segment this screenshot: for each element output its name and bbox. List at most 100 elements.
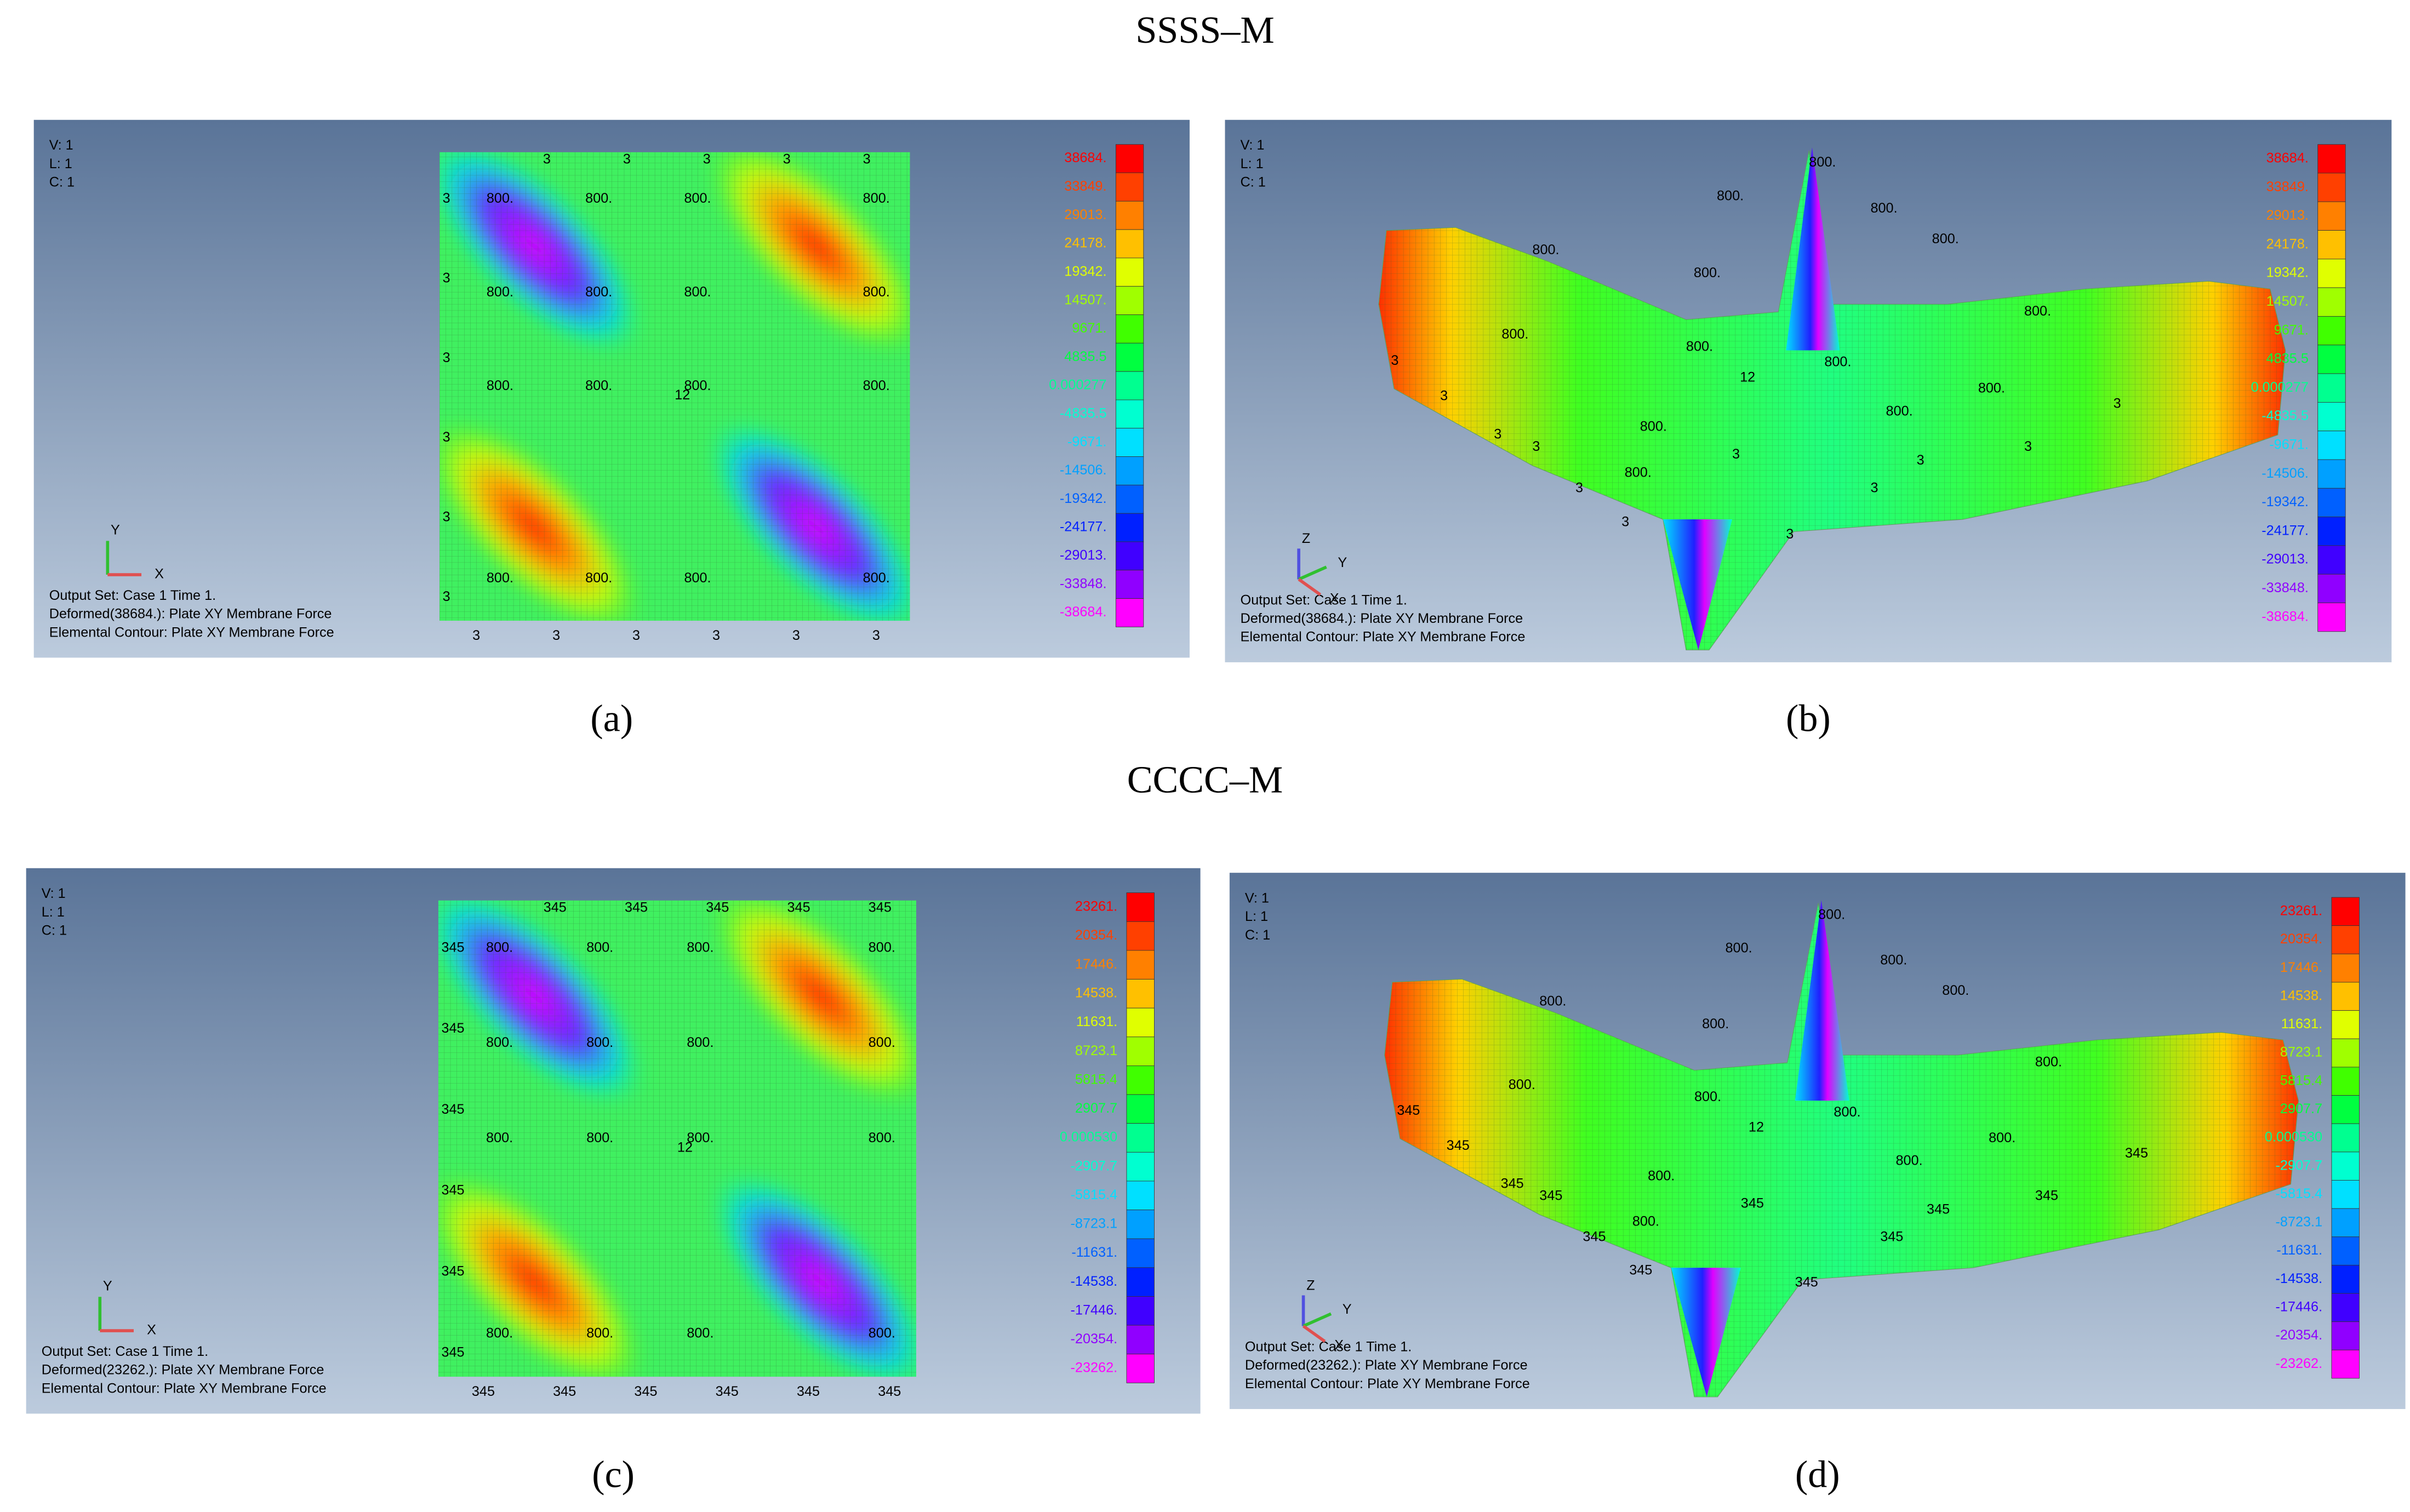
legend-value: -8723.1 — [1071, 1216, 1118, 1232]
legend-value: 9671. — [1072, 320, 1106, 336]
node-label: 800. — [1932, 231, 1959, 247]
axis-arrow — [1302, 1325, 1326, 1343]
legend-swatch — [1126, 1267, 1155, 1297]
legend-swatch — [1115, 229, 1144, 259]
edge-label: 345 — [1741, 1195, 1764, 1211]
node-label: 800. — [1686, 339, 1713, 354]
edge-label: 345 — [441, 940, 464, 955]
node-label: 800. — [1501, 327, 1528, 342]
deformed-mesh — [1378, 150, 2286, 650]
legend-value: 0.000530 — [1060, 1130, 1117, 1145]
legend-value: -29013. — [2261, 552, 2309, 567]
view-info: C: 1 — [49, 174, 75, 190]
edge-label: 345 — [544, 900, 567, 915]
edge-label: 3 — [632, 628, 640, 643]
legend-swatch — [1115, 201, 1144, 230]
legend-value: -5815.4 — [1071, 1187, 1118, 1202]
legend-value: 19342. — [2266, 265, 2309, 280]
node-label: 800. — [586, 940, 613, 955]
legend-swatch — [2331, 1208, 2360, 1238]
legend-swatch — [2331, 1180, 2360, 1209]
node-label: 800. — [1702, 1016, 1729, 1032]
mesh — [439, 152, 910, 621]
axis-arrow — [1298, 578, 1321, 596]
legend-value: 8723.1 — [2280, 1045, 2322, 1060]
legend-swatch — [1115, 428, 1144, 457]
node-label: 800. — [869, 1326, 895, 1341]
node-label: 12 — [677, 1139, 693, 1155]
section-title: CCCC–M — [1127, 759, 1283, 801]
legend-value: -11631. — [1071, 1245, 1117, 1260]
panel-label: (c) — [592, 1453, 635, 1496]
edge-label: 345 — [1583, 1229, 1606, 1244]
node-label: 800. — [586, 1326, 613, 1341]
node-label: 800. — [1886, 403, 1913, 419]
legend-swatch — [1126, 1152, 1155, 1182]
legend-swatch — [1126, 1210, 1155, 1239]
legend-swatch — [1126, 1238, 1155, 1268]
legend-value: -20354. — [2276, 1327, 2323, 1343]
legend-value: -14538. — [2276, 1271, 2323, 1286]
legend-value: 38684. — [1064, 150, 1106, 165]
node-label: 800. — [585, 570, 612, 586]
node-label: 800. — [1625, 465, 1652, 480]
output-info: Output Set: Case 1 Time 1. — [42, 1344, 208, 1359]
edge-label: 3 — [443, 509, 450, 525]
legend-value: 20354. — [2280, 931, 2322, 947]
legend-value: 2907.7 — [2280, 1101, 2322, 1116]
node-label: 800. — [869, 1130, 895, 1146]
edge-label: 3 — [2114, 396, 2121, 411]
axis-label: X — [1334, 1338, 1344, 1353]
legend-swatch — [2317, 431, 2346, 460]
node-label: 800. — [487, 191, 513, 206]
legend-value: -20354. — [1071, 1331, 1118, 1347]
node-label: 800. — [487, 284, 513, 300]
edge-label: 3 — [1786, 526, 1794, 542]
legend-swatch — [2331, 1095, 2360, 1124]
legend-swatch — [2317, 402, 2346, 432]
legend-swatch — [1126, 1066, 1155, 1095]
legend-swatch — [2331, 982, 2360, 1011]
edge-label: 345 — [1629, 1262, 1652, 1278]
legend-value: 11631. — [1076, 1014, 1117, 1029]
node-label: 800. — [1726, 940, 1752, 955]
node-label: 800. — [1648, 1168, 1675, 1183]
deformed-mesh — [1384, 903, 2299, 1397]
node-label: 800. — [684, 191, 711, 206]
output-info: Elemental Contour: Plate XY Membrane For… — [1241, 629, 1526, 645]
edge-label: 345 — [441, 1264, 464, 1279]
legend-value: 38684. — [2266, 150, 2309, 165]
legend-swatch — [1126, 1296, 1155, 1326]
node-label: 800. — [1632, 1214, 1659, 1229]
legend-swatch — [2317, 173, 2346, 202]
edge-label: 3 — [543, 151, 551, 167]
edge-label: 345 — [1501, 1176, 1524, 1191]
legend-value: -17446. — [2276, 1299, 2323, 1315]
node-label: 800. — [1640, 419, 1667, 434]
edge-label: 345 — [634, 1384, 657, 1399]
edge-label: 3 — [1917, 453, 1924, 468]
legend-value: -9671. — [2269, 437, 2309, 453]
edge-label: 345 — [878, 1384, 901, 1399]
legend-value: 5815.4 — [1075, 1072, 1117, 1087]
node-label: 800. — [1539, 994, 1566, 1009]
edge-label: 345 — [706, 900, 729, 915]
legend-value: -19342. — [2261, 494, 2309, 509]
view-info: L: 1 — [1245, 909, 1268, 924]
plate — [439, 152, 910, 621]
legend-value: 17446. — [2280, 960, 2322, 975]
edge-label: 345 — [441, 1021, 464, 1036]
legend-value: 0.000277 — [2251, 380, 2309, 395]
axis-label: Z — [1306, 1278, 1315, 1293]
edge-label: 3 — [2024, 439, 2032, 454]
axis-label: Y — [1338, 555, 1347, 570]
axis-label: X — [1330, 591, 1339, 606]
view-info: V: 1 — [42, 886, 66, 901]
axis-label: Z — [1302, 531, 1310, 546]
edge-label: 345 — [1447, 1138, 1470, 1153]
legend-swatch — [1115, 342, 1144, 372]
edge-label: 345 — [1927, 1201, 1950, 1217]
edge-label: 345 — [2035, 1188, 2058, 1204]
center-spike — [1786, 147, 1840, 351]
edge-label: 3 — [783, 151, 791, 167]
